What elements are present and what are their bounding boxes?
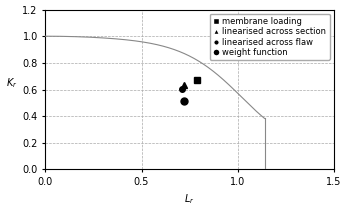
- Y-axis label: $K_r$: $K_r$: [6, 76, 17, 89]
- Legend: membrane loading, linearised across section, linearised across flaw, weight func: membrane loading, linearised across sect…: [210, 14, 330, 60]
- X-axis label: $L_r$: $L_r$: [184, 193, 195, 206]
